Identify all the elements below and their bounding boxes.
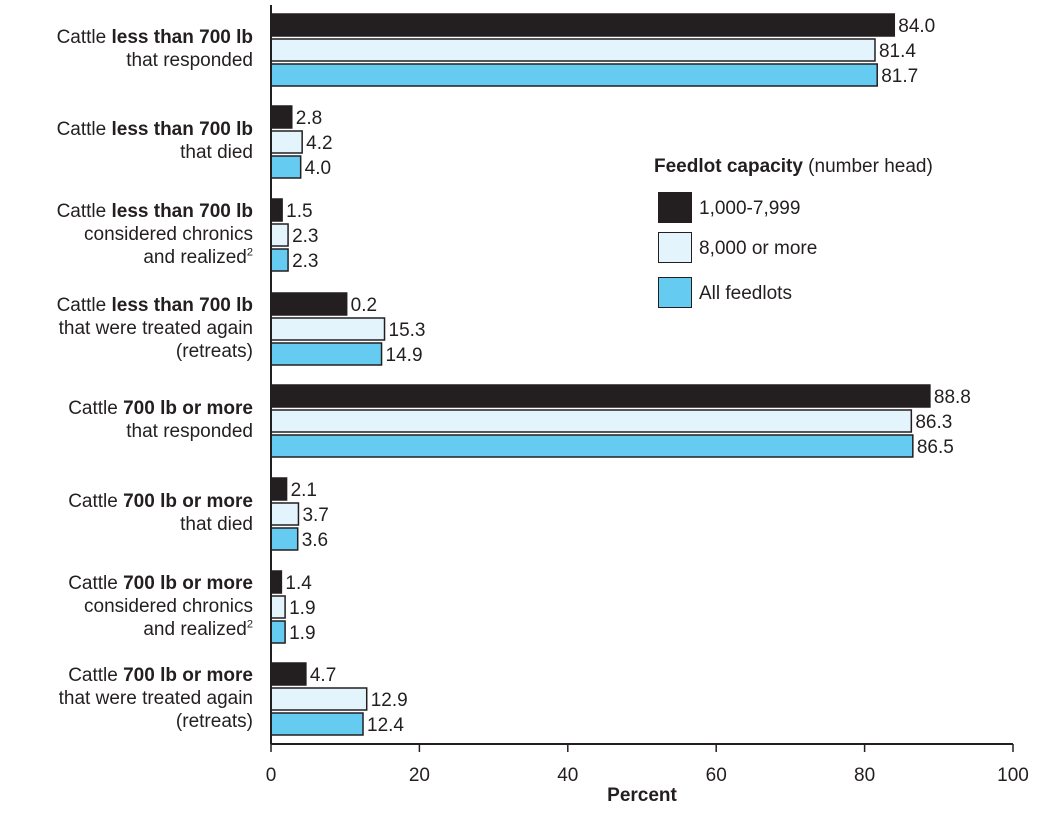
category-label: Cattle 700 lb or more that died [68,491,253,535]
category-label: Cattle less than 700 lb that were treated… [56,294,253,362]
data-label: 2.3 [292,226,318,247]
legend-swatch-all-feedlots [658,277,692,308]
category-label: Cattle less than 700 lb that responded [56,27,253,71]
bar [270,248,289,272]
bar [270,155,302,179]
bar [270,687,368,711]
bar [270,130,303,154]
legend-swatch-8000-or-more [658,232,692,263]
bar [270,198,283,222]
data-label: 14.9 [386,345,423,366]
bar [270,317,386,341]
data-label: 2.3 [292,251,318,272]
x-tick-label: 100 [997,765,1029,786]
bar [270,502,300,526]
data-label: 2.1 [291,480,317,501]
data-label: 1.5 [286,201,312,222]
bar [270,409,913,433]
data-label: 81.4 [879,41,916,62]
bar [270,712,364,736]
bar [270,105,293,129]
data-label: 4.2 [306,133,332,154]
data-label: 1.9 [289,623,315,644]
legend-label: 8,000 or more [699,238,818,259]
legend-label: 1,000-7,999 [699,198,801,219]
category-label: Cattle 700 lb or more that were treated a… [58,664,253,732]
bar [270,292,348,316]
category-label: Cattle 700 lb or more that responded [68,398,253,442]
bar [270,595,286,619]
legend-label: All feedlots [699,283,792,304]
data-label: 4.0 [305,158,331,179]
data-label: 2.8 [296,108,322,129]
legend-title-bold: Feedlot capacity [654,156,803,177]
x-tick-label: 60 [706,765,727,786]
x-tick-label: 40 [557,765,578,786]
data-label: 86.3 [915,412,952,433]
data-label: 15.3 [389,320,426,341]
bar [270,38,876,62]
data-label: 12.9 [371,690,408,711]
bar [270,13,896,37]
x-tick-label: 20 [409,765,430,786]
bar [270,527,299,551]
category-label: Cattle less than 700 lb that died [56,119,253,163]
data-label: 3.7 [302,505,328,526]
data-label: 1.9 [289,598,315,619]
category-label: Cattle less than 700 lb considered chroni… [56,200,253,268]
bar [270,477,288,501]
x-axis-title: Percent [607,785,677,806]
x-tick-label: 80 [854,765,875,786]
data-label: 81.7 [881,66,918,87]
legend-swatch-1000-7999 [658,192,692,223]
data-label: 84.0 [898,16,935,37]
bar [270,570,283,594]
data-label: 86.5 [917,437,954,458]
data-label: 1.4 [285,573,312,594]
x-tick-label: 0 [266,765,277,786]
data-label: 4.7 [310,665,336,686]
legend-title: Feedlot capacity (number head) [654,156,933,178]
legend-title-rest: (number head) [802,156,933,177]
data-label: 88.8 [934,387,971,408]
bar [270,63,878,87]
bar [270,620,286,644]
data-label: 0.2 [351,295,377,316]
bar [270,434,914,458]
bar [270,384,931,408]
bar [270,223,289,247]
legend: Feedlot capacity (number head) 1,000-7,9… [654,156,933,308]
category-label: Cattle 700 lb or more considered chronics… [68,572,253,640]
bar [270,662,307,686]
bar [270,342,383,366]
data-label: 3.6 [302,530,328,551]
data-label: 12.4 [367,715,404,736]
